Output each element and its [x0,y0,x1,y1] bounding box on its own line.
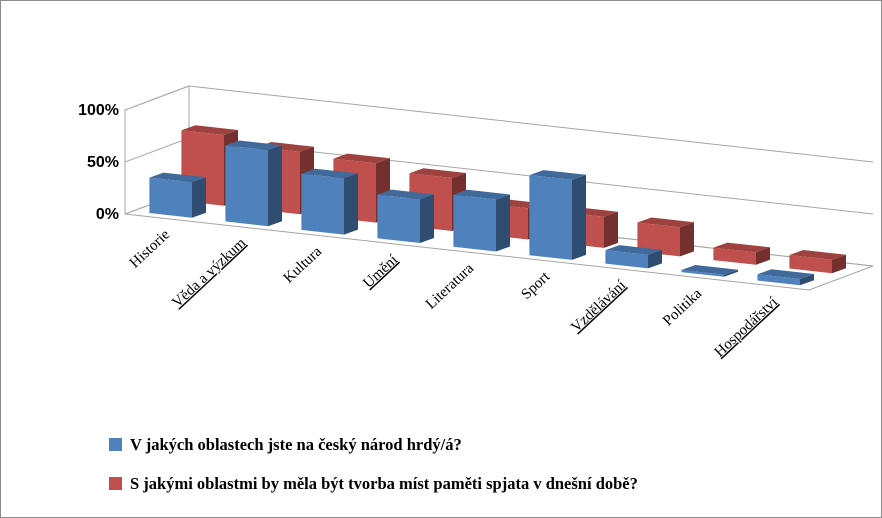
bar-s1-c9-side [800,274,814,286]
bar-s1-c2-top [225,140,282,151]
bar-s1-c6-front [529,175,572,260]
bar-s2-c7 [637,217,694,257]
bar-s1-c8-front [681,270,724,277]
bar-s1-c4-top [377,189,434,200]
bar-s1-c2-side [268,145,282,227]
bar-s2-c8 [713,242,770,265]
bar-s1-c8-top [681,265,738,275]
legend-item-series-1: V jakých oblastech jste na český národ h… [109,433,638,456]
bar-s2-c7-front [637,222,680,257]
bar-s2-c6-side [604,211,618,248]
bar-s1-c7-front [605,250,648,269]
bar-s2-c9 [789,250,846,274]
bar-s1-c7-side [648,249,662,269]
bar-s1-c6 [529,170,586,260]
bar-s1-c7-top [605,245,662,255]
x-tick-label-7: Vzdělávání [568,277,629,335]
bar-s2-c8-side [756,247,770,265]
bar-s1-c3-side [344,173,358,235]
bar-s1-c5-front [453,194,496,252]
bar-s1-c1-side [192,177,206,218]
legend-label-series-1: V jakých oblastech jste na český národ h… [130,434,462,454]
x-tick-label-1: Historie [127,226,174,271]
bar-s2-c8-front [713,247,756,265]
x-tick-label-6: Sport [518,268,553,302]
bar-s1-c9-front [757,274,800,286]
y-tick-label-100: 100% [78,102,119,119]
bar-s1-c2-front [225,145,268,227]
x-tick-label-5: Literatura [423,260,477,312]
bar-s1-c9 [757,269,814,286]
x-tick-label-3: Kultura [281,243,326,286]
bar-s2-c7-top [637,217,694,228]
bar-s1-c4-front [377,194,420,243]
bar-s1-c3 [301,168,358,235]
legend-swatch-series-1 [109,438,122,451]
bar-s1-c4 [377,189,434,243]
bar-s1-c8-side [724,269,738,277]
bar-s1-c3-front [301,173,344,235]
bar-s1-c8 [681,265,738,277]
x-tick-label-2: Věda a výzkum [169,235,249,311]
legend-item-series-2: S jakými oblastmi by měla být tvorba mís… [109,472,638,495]
bar-s1-c4-side [420,194,434,243]
bar-s2-c1-top [181,125,238,135]
x-tick-label-4: Umění [360,252,401,292]
bar-s2-c9-top [789,250,846,260]
bar-s2-c7-side [680,222,694,257]
y-tick-label-50: 50% [87,154,119,171]
bar-s2-c4-top [409,168,466,178]
legend-swatch-series-2 [109,477,122,490]
bar-s2-c9-front [789,255,832,274]
y-tick-label-0: 0% [96,206,119,223]
bar-s1-c6-top [529,170,586,180]
bar-s1-c2 [225,140,282,227]
legend-label-series-2: S jakými oblastmi by měla být tvorba mís… [130,473,638,493]
bar-s1-c1-front [149,177,192,218]
bar-s1-c5-side [496,194,510,252]
bar-s2-c8-top [713,242,770,253]
x-tick-label-9: Hospodářství [712,294,781,360]
bar-s1-c5-top [453,189,510,200]
gridline-100 [124,85,874,163]
bar-s2-c9-side [832,254,846,274]
bar-s1-c3-top [301,168,358,179]
bar-s1-c6-side [572,174,586,260]
bar-s1-c9-top [757,269,814,279]
bar-s2-c3-top [333,153,390,164]
x-tick-label-8: Politika [660,286,705,330]
bar-s1-c7 [605,245,662,269]
chart-legend: V jakých oblastech jste na český národ h… [109,433,638,511]
bar-s1-c1 [149,172,206,218]
bar-s1-c1-top [149,172,206,183]
bar-s1-c5 [453,189,510,252]
